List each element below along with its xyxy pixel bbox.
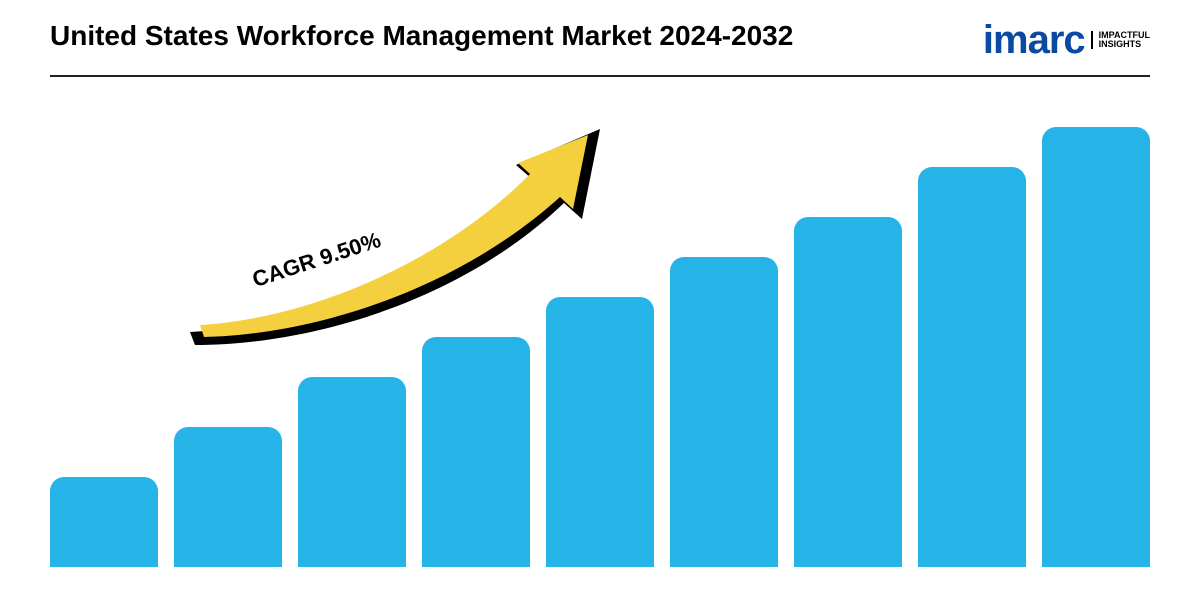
header: United States Workforce Management Marke…: [50, 20, 1150, 60]
bar-4: [422, 337, 530, 567]
bar-7: [794, 217, 902, 567]
bar-chart: CAGR 9.50%: [50, 87, 1150, 567]
bar-3: [298, 377, 406, 567]
page-title: United States Workforce Management Marke…: [50, 20, 793, 52]
bars-group: [50, 87, 1150, 567]
bar-9: [1042, 127, 1150, 567]
bar-5: [546, 297, 654, 567]
logo: imarc IMPACTFUL INSIGHTS: [983, 20, 1150, 60]
infographic-container: United States Workforce Management Marke…: [0, 0, 1200, 600]
bar-1: [50, 477, 158, 567]
bar-6: [670, 257, 778, 567]
logo-tagline: IMPACTFUL INSIGHTS: [1091, 31, 1150, 50]
bar-2: [174, 427, 282, 567]
logo-tagline-bottom: INSIGHTS: [1099, 40, 1150, 49]
bar-8: [918, 167, 1026, 567]
logo-main-text: imarc: [983, 20, 1085, 60]
header-divider: [50, 75, 1150, 77]
